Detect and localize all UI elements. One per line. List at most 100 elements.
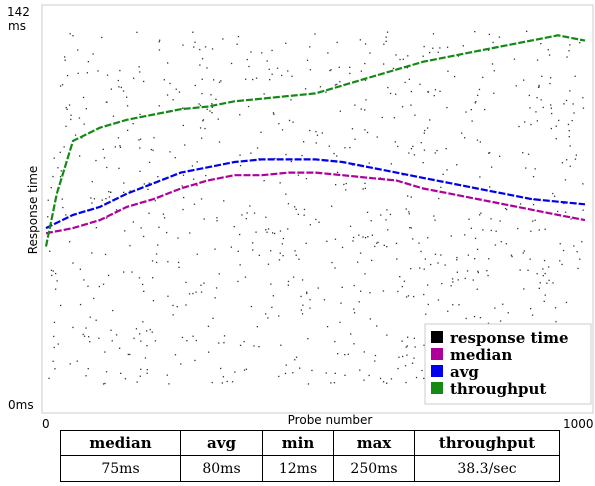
response-time-point (565, 211, 567, 213)
response-time-point (199, 127, 202, 129)
response-time-point (56, 280, 58, 282)
response-time-point (390, 163, 392, 165)
response-time-point (581, 241, 583, 243)
response-time-point (364, 79, 367, 81)
response-time-point (349, 66, 351, 68)
response-time-point (79, 303, 82, 306)
response-time-point (408, 211, 410, 213)
legend-label-median: median (450, 346, 512, 364)
response-time-point (405, 208, 407, 210)
response-time-point (552, 282, 554, 284)
response-time-point (339, 321, 341, 323)
response-time-point (345, 182, 347, 185)
response-time-point (523, 288, 525, 290)
response-time-point (50, 187, 52, 189)
response-time-point (282, 237, 285, 240)
response-time-point (538, 229, 540, 231)
response-time-point (89, 316, 91, 318)
response-time-point (163, 79, 165, 81)
response-time-point (279, 230, 282, 232)
response-time-point (152, 300, 155, 302)
response-time-point (550, 77, 552, 79)
response-time-point (364, 182, 366, 184)
response-time-point (92, 53, 94, 55)
response-time-point (297, 174, 300, 176)
response-time-point (192, 335, 194, 337)
response-time-point (314, 33, 316, 35)
response-time-point (167, 62, 169, 64)
response-time-point (250, 51, 252, 53)
response-time-point (205, 174, 207, 177)
response-time-point (569, 90, 571, 92)
response-time-point (252, 249, 254, 251)
response-time-point (422, 55, 424, 57)
response-time-point (291, 75, 293, 77)
response-time-point (115, 334, 118, 336)
response-time-point (163, 217, 166, 219)
response-time-point (386, 31, 389, 33)
response-time-point (364, 237, 367, 239)
response-time-point (66, 108, 68, 110)
response-time-point (144, 357, 147, 359)
response-time-point (119, 145, 121, 147)
response-time-point (193, 46, 195, 48)
response-time-point (211, 112, 213, 114)
response-time-point (550, 107, 552, 109)
response-time-point (406, 354, 408, 356)
response-time-point (558, 119, 560, 122)
response-time-point (369, 318, 371, 320)
response-time-point (214, 248, 216, 250)
response-time-point (226, 380, 228, 383)
response-time-point (78, 117, 81, 119)
response-time-point (561, 162, 564, 164)
response-time-point (278, 259, 281, 261)
response-time-point (338, 66, 340, 68)
response-time-point (404, 81, 406, 84)
response-time-point (382, 381, 385, 383)
response-time-point (194, 41, 196, 43)
response-time-point (484, 108, 486, 111)
response-time-point (281, 74, 283, 77)
response-time-point (53, 157, 55, 159)
response-time-point (419, 267, 421, 269)
response-time-point (267, 228, 270, 230)
response-time-point (50, 269, 53, 271)
response-time-point (531, 314, 534, 316)
response-time-point (279, 252, 281, 254)
response-time-point (385, 36, 387, 38)
response-time-point (98, 285, 100, 288)
response-time-point (287, 203, 290, 205)
response-time-point (201, 92, 203, 95)
response-time-point (349, 146, 351, 149)
response-time-point (270, 283, 272, 285)
response-time-point (133, 337, 135, 339)
response-time-point (532, 198, 535, 201)
response-time-point (321, 132, 323, 134)
response-time-point (209, 110, 211, 112)
response-time-point (285, 364, 287, 366)
response-time-point (407, 55, 409, 57)
response-time-point (450, 235, 452, 237)
response-time-point (352, 240, 354, 242)
response-time-point (476, 288, 478, 290)
response-time-point (131, 271, 133, 273)
legend-label-response-time: response time (450, 329, 569, 347)
response-time-point (271, 49, 273, 52)
response-time-point (158, 226, 160, 228)
response-time-point (215, 98, 217, 100)
response-time-point (418, 242, 420, 244)
response-time-point (326, 326, 329, 328)
response-time-point (194, 84, 196, 87)
response-time-point (158, 41, 160, 43)
response-time-point (410, 268, 412, 270)
response-time-point (353, 308, 355, 310)
response-time-point (397, 367, 399, 370)
response-time-point (202, 119, 205, 121)
response-time-point (470, 227, 472, 229)
response-time-point (495, 230, 497, 232)
response-time-point (532, 220, 534, 222)
response-time-point (253, 345, 255, 347)
response-time-point (432, 47, 434, 49)
response-time-point (498, 36, 501, 38)
response-time-point (466, 270, 469, 272)
